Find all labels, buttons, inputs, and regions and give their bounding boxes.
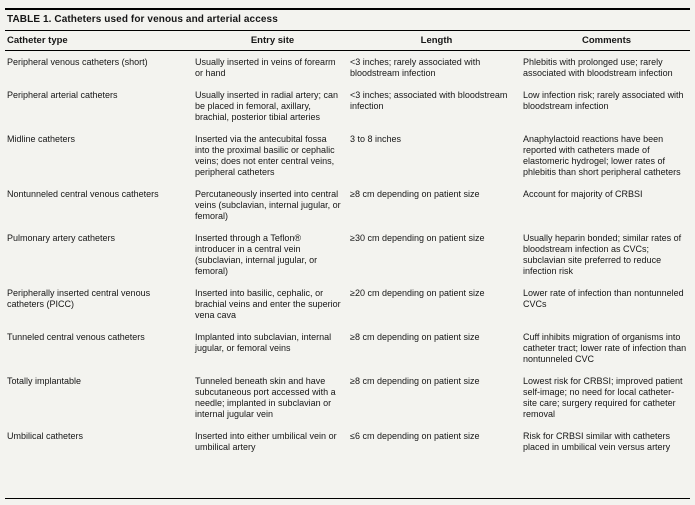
cell-entry-site: Inserted into either umbilical vein or u… (195, 431, 337, 452)
table-row: Peripheral venous catheters (short) Usual… (5, 51, 690, 85)
cell-comments: Risk for CRBSI similar with catheters pl… (523, 431, 671, 452)
column-header-length: Length (350, 31, 523, 51)
cell-length: <3 inches; rarely associated with bloods… (350, 57, 481, 78)
cell-comments: Account for majority of CRBSI (523, 189, 643, 199)
cell-length: ≥8 cm depending on patient size (350, 332, 480, 342)
table-row: Midline catheters Inserted via the antecu… (5, 128, 690, 183)
cell-catheter-type: Tunneled central venous catheters (7, 332, 145, 342)
table-row: Totally implantable Tunneled beneath skin… (5, 370, 690, 425)
cell-catheter-type: Peripheral arterial catheters (7, 90, 118, 100)
table-row: Umbilical catheters Inserted into either … (5, 425, 690, 458)
table-header: Catheter type Entry site Length Comments (5, 31, 690, 51)
cell-catheter-type: Peripheral venous catheters (short) (7, 57, 148, 67)
cell-catheter-type: Umbilical catheters (7, 431, 84, 441)
header-row: Catheter type Entry site Length Comments (5, 31, 690, 51)
table-row: Pulmonary artery catheters Inserted throu… (5, 227, 690, 282)
cell-length: ≥8 cm depending on patient size (350, 376, 480, 386)
cell-entry-site: Usually inserted in veins of forearm or … (195, 57, 336, 78)
cell-entry-site: Inserted into basilic, cephalic, or brac… (195, 288, 341, 320)
table-row: Tunneled central venous catheters Implant… (5, 326, 690, 370)
cell-entry-site: Tunneled beneath skin and have subcutane… (195, 376, 336, 419)
cell-catheter-type: Midline catheters (7, 134, 76, 144)
cell-entry-site: Implanted into subclavian, internal jugu… (195, 332, 332, 353)
cell-comments: Cuff inhibits migration of organisms int… (523, 332, 687, 364)
table-bottom-rule (5, 498, 690, 499)
table-title: TABLE 1. Catheters used for venous and a… (5, 8, 690, 31)
cell-catheter-type: Nontunneled central venous catheters (7, 189, 159, 199)
table-row: Nontunneled central venous catheters Perc… (5, 183, 690, 227)
cell-entry-site: Inserted through a Teflon® introducer in… (195, 233, 318, 276)
cell-length: ≥8 cm depending on patient size (350, 189, 480, 199)
cell-comments: Low infection risk; rarely associated wi… (523, 90, 684, 111)
table-body: Peripheral venous catheters (short) Usual… (5, 51, 690, 459)
column-header-catheter-type: Catheter type (5, 31, 195, 51)
cell-catheter-type: Pulmonary artery catheters (7, 233, 116, 243)
table-row: Peripheral arterial catheters Usually ins… (5, 84, 690, 128)
cell-length: 3 to 8 inches (350, 134, 402, 144)
cell-comments: Phlebitis with prolonged use; rarely ass… (523, 57, 673, 78)
cell-comments: Lowest risk for CRBSI; improved patient … (523, 376, 683, 419)
cell-catheter-type: Totally implantable (7, 376, 82, 386)
cell-length: ≤6 cm depending on patient size (350, 431, 480, 441)
cell-length: <3 inches; associated with bloodstream i… (350, 90, 508, 111)
catheter-table: Catheter type Entry site Length Comments… (5, 31, 690, 458)
cell-length: ≥30 cm depending on patient size (350, 233, 485, 243)
table-row: Peripherally inserted central venous cat… (5, 282, 690, 326)
column-header-entry-site: Entry site (195, 31, 350, 51)
cell-comments: Lower rate of infection than nontunneled… (523, 288, 684, 309)
cell-comments: Usually heparin bonded; similar rates of… (523, 233, 682, 276)
column-header-comments: Comments (523, 31, 690, 51)
cell-comments: Anaphylactoid reactions have been report… (523, 134, 681, 177)
cell-catheter-type: Peripherally inserted central venous cat… (7, 288, 151, 309)
cell-entry-site: Percutaneously inserted into central vei… (195, 189, 341, 221)
cell-entry-site: Usually inserted in radial artery; can b… (195, 90, 339, 122)
cell-length: ≥20 cm depending on patient size (350, 288, 485, 298)
cell-entry-site: Inserted via the antecubital fossa into … (195, 134, 335, 177)
